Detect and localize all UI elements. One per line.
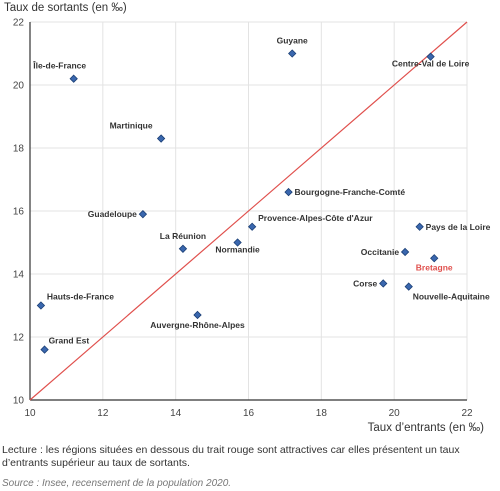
point-labels: Guyane Centre-Val de Loire Île-de-France Ma…: [32, 36, 490, 346]
data-point-label: La Réunion: [160, 231, 206, 241]
data-points: [36, 49, 439, 354]
x-tick-label: 10: [24, 408, 36, 419]
data-point-marker: [284, 187, 293, 197]
y-tick-label: 12: [13, 333, 25, 344]
x-tick-label: 20: [389, 408, 401, 419]
data-point-marker: [379, 279, 388, 288]
data-point-label: Guyane: [277, 36, 308, 46]
x-tick-label: 12: [97, 408, 109, 419]
x-axis-title: Taux d’entrants (en ‰): [367, 422, 484, 434]
data-point-label: Corse: [353, 278, 377, 288]
data-point-marker: [178, 244, 188, 253]
x-tick-label: 14: [170, 408, 182, 419]
data-point-marker: [36, 301, 46, 310]
reading-note: Lecture : les régions situées en dessous…: [2, 444, 460, 469]
data-point-label: Guadeloupe: [88, 209, 137, 219]
data-point-marker: [247, 222, 257, 231]
x-tick-label: 22: [461, 408, 473, 419]
y-tick-label: 14: [13, 270, 25, 281]
y-tick-label: 16: [13, 207, 25, 218]
axes: 10 12 14 16 18 20 22 10 12 14 16 18 20 22: [13, 18, 473, 420]
data-point-label: Auvergne-Rhône-Alpes: [150, 320, 245, 330]
data-point-label: Grand Est: [49, 336, 90, 346]
data-point-label: Bretagne: [416, 262, 453, 272]
data-point-marker: [193, 310, 202, 320]
y-tick-label: 22: [13, 18, 25, 29]
x-tick-label: 18: [316, 408, 328, 419]
scatter-chart: 10 12 14 16 18 20 22 10 12 14 16 18 20 22 Guyane Centr…: [13, 18, 491, 420]
y-tick-label: 18: [13, 144, 25, 155]
data-point-marker: [400, 247, 410, 257]
data-point-marker: [156, 134, 166, 143]
data-point-marker: [415, 222, 424, 231]
reference-line-group: [29, 21, 468, 401]
source-note: Source : Insee, recensement de la popula…: [2, 478, 232, 489]
data-point-label: Centre-Val de Loire: [392, 59, 470, 69]
data-point-marker: [40, 345, 49, 354]
data-point-label: Île-de-France: [32, 60, 86, 71]
data-point-label: Occitanie: [361, 247, 400, 257]
data-point-label: Normandie: [215, 245, 260, 255]
x-tick-label: 16: [243, 408, 255, 419]
data-point-label: Pays de la Loire: [426, 222, 491, 232]
data-point-marker: [138, 209, 148, 219]
y-axis-title: Taux de sortants (en ‰): [4, 2, 127, 14]
data-point-label: Provence-Alpes-Côte d'Azur: [258, 213, 373, 223]
data-point-marker: [288, 49, 297, 58]
y-tick-label: 20: [13, 81, 25, 92]
data-point-label: Nouvelle-Aquitaine: [413, 292, 490, 302]
data-point-label: Martinique: [110, 121, 153, 131]
data-point-label: Hauts-de-France: [47, 292, 114, 302]
data-point-marker: [69, 74, 78, 83]
data-point-marker: [233, 238, 242, 247]
data-point-label: Bourgogne-Franche-Comté: [295, 187, 406, 197]
data-point-marker: [404, 282, 413, 291]
data-point-marker: [426, 52, 435, 61]
reference-line: [29, 21, 468, 401]
data-point-marker: [430, 254, 439, 263]
y-tick-label: 10: [13, 396, 25, 407]
